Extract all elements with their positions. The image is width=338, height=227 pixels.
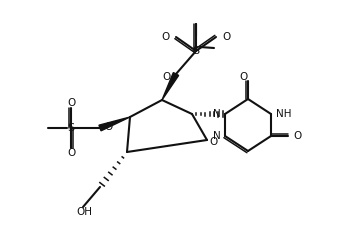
Text: O: O (68, 98, 76, 108)
Polygon shape (99, 117, 130, 131)
Text: S: S (68, 123, 75, 133)
Text: S: S (192, 46, 199, 56)
Text: O: O (210, 137, 218, 147)
Text: OH: OH (76, 207, 92, 217)
Text: N: N (213, 131, 221, 141)
Text: O: O (293, 131, 301, 141)
Text: O: O (68, 148, 76, 158)
Text: O: O (222, 32, 230, 42)
Text: O: O (163, 72, 171, 82)
Text: O: O (104, 122, 112, 132)
Text: N: N (213, 109, 221, 119)
Polygon shape (162, 73, 179, 100)
Text: O: O (162, 32, 170, 42)
Text: O: O (239, 72, 247, 82)
Text: NH: NH (276, 109, 291, 119)
